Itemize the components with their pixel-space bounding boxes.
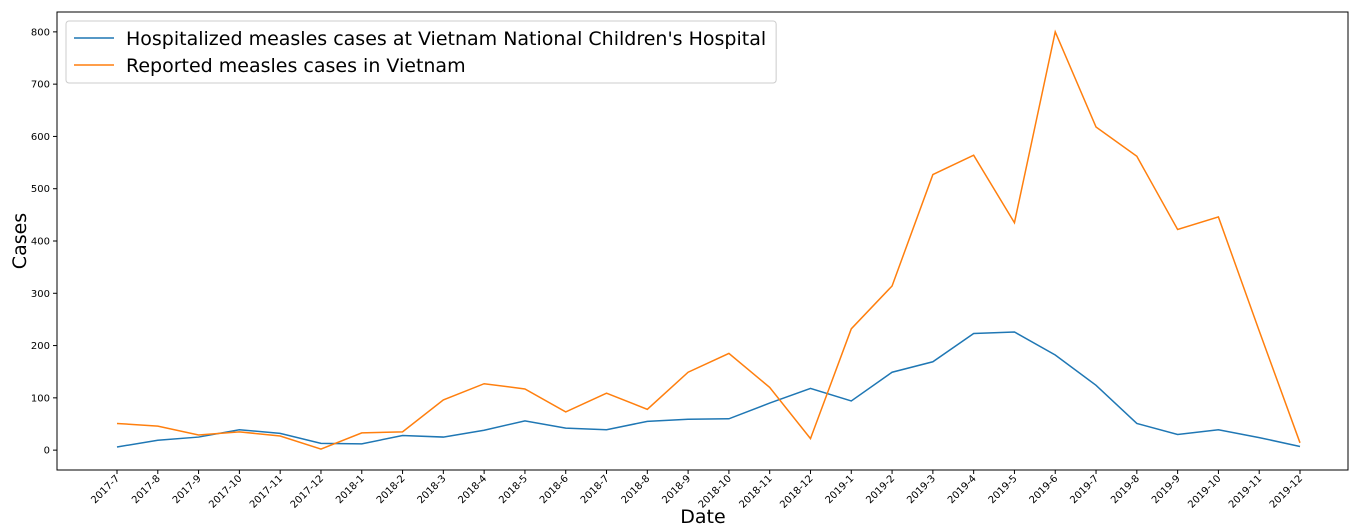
y-tick-label: 700	[31, 80, 50, 91]
x-tick-label: 2018-2	[375, 473, 408, 506]
y-tick-label: 0	[44, 446, 50, 457]
x-tick-label: 2018-11	[737, 473, 774, 510]
x-tick-label: 2019-4	[946, 473, 979, 506]
x-tick-label: 2018-6	[538, 473, 571, 506]
x-tick-label: 2017-11	[248, 473, 285, 510]
x-tick-label: 2019-3	[905, 473, 938, 506]
y-tick-label: 300	[31, 289, 50, 300]
x-tick-label: 2018-4	[456, 473, 489, 506]
x-tick-label: 2018-7	[579, 473, 612, 506]
x-tick-label: 2017-10	[207, 473, 244, 510]
x-tick-label: 2017-8	[130, 473, 163, 506]
x-tick-label: 2019-1	[824, 473, 857, 506]
y-tick-label: 400	[31, 237, 50, 248]
x-axis-label: Date	[680, 506, 725, 528]
x-tick-label: 2018-3	[416, 473, 449, 506]
x-tick-label: 2018-5	[497, 473, 530, 506]
x-tick-label: 2018-8	[620, 473, 653, 506]
x-tick-label: 2019-12	[1268, 473, 1305, 510]
series-line	[116, 331, 1301, 448]
x-tick-label: 2017-12	[289, 473, 326, 510]
x-tick-label: 2018-9	[660, 473, 693, 506]
x-tick-label: 2018-12	[778, 473, 815, 510]
y-tick-label: 500	[31, 184, 50, 195]
series-line	[116, 29, 1301, 450]
y-tick-label: 800	[31, 27, 50, 38]
x-tick-label: 2019-11	[1227, 473, 1264, 510]
x-tick-label: 2019-9	[1150, 473, 1183, 506]
legend-label: Reported measles cases in Vietnam	[126, 55, 466, 77]
y-tick-label: 200	[31, 341, 50, 352]
x-tick-label: 2018-1	[334, 473, 367, 506]
x-tick-label: 2019-8	[1109, 473, 1142, 506]
x-tick-label: 2019-7	[1068, 473, 1101, 506]
x-tick-label: 2017-9	[171, 473, 204, 506]
y-tick-label: 100	[31, 393, 50, 404]
x-tick-label: 2019-2	[864, 473, 897, 506]
y-axis-label: Cases	[9, 213, 31, 269]
x-tick-label: 2019-10	[1186, 473, 1223, 510]
x-tick-label: 2019-6	[1028, 473, 1061, 506]
x-tick-label: 2017-7	[89, 473, 122, 506]
x-tick-label: 2019-5	[987, 473, 1020, 506]
y-tick-label: 600	[31, 132, 50, 143]
legend-label: Hospitalized measles cases at Vietnam Na…	[126, 28, 766, 50]
legend: Hospitalized measles cases at Vietnam Na…	[65, 20, 777, 84]
legend-box	[65, 20, 777, 84]
